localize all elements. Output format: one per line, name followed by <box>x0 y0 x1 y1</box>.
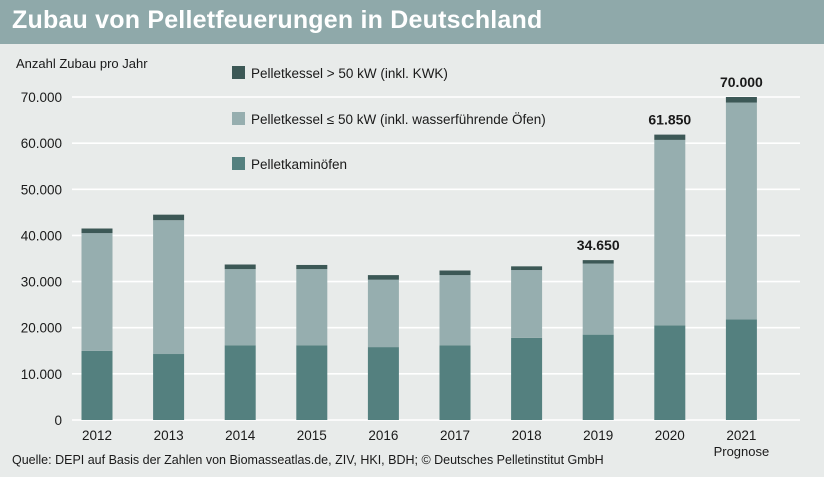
y-tick-label: 20.000 <box>21 321 62 336</box>
bar-segment <box>153 214 185 221</box>
bar-segment <box>81 228 113 234</box>
bar-segment <box>224 264 256 270</box>
bar-segment <box>296 269 328 346</box>
chart-header: Zubau von Pelletfeuerungen in Deutschlan… <box>0 0 824 44</box>
x-tick-label: 2014 <box>225 428 256 443</box>
x-tick-label: 2013 <box>154 428 184 443</box>
bar-segment <box>439 345 471 420</box>
y-tick-label: 30.000 <box>21 275 62 290</box>
bar-segment <box>654 325 686 420</box>
bar-segment <box>367 347 399 420</box>
x-tick-label: 2012 <box>82 428 112 443</box>
legend-label: Pelletkaminöfen <box>251 157 347 172</box>
y-axis-label: Anzahl Zubau pro Jahr <box>16 56 148 71</box>
total-label: 61.850 <box>648 112 691 128</box>
x-tick-label: 2021 <box>726 428 756 443</box>
y-tick-label: 10.000 <box>21 367 62 382</box>
bar-segment <box>654 139 686 326</box>
legend-swatch <box>232 157 245 170</box>
y-tick-label: 40.000 <box>21 228 62 243</box>
legend-swatch <box>232 66 245 79</box>
bar-segment <box>296 264 328 270</box>
bar-segment <box>367 275 399 280</box>
x-tick-label: 2015 <box>297 428 327 443</box>
bar-segment <box>654 134 686 140</box>
legend-swatch <box>232 112 245 125</box>
bar-segment <box>725 319 757 420</box>
legend-label: Pelletkessel > 50 kW (inkl. KWK) <box>251 66 448 81</box>
total-label: 34.650 <box>577 237 620 253</box>
bar-segment <box>153 220 185 355</box>
x-tick-label: 2019 <box>583 428 613 443</box>
bar-segment <box>582 260 614 264</box>
source-note: Quelle: DEPI auf Basis der Zahlen von Bi… <box>12 453 604 467</box>
y-tick-label: 60.000 <box>21 136 62 151</box>
bar-segment <box>296 345 328 420</box>
bar-segment <box>81 350 113 420</box>
bar-segment <box>153 354 185 420</box>
x-tick-label: 2018 <box>512 428 542 443</box>
bar-segment <box>725 102 757 320</box>
y-tick-label: 70.000 <box>21 90 62 105</box>
y-tick-label: 0 <box>54 413 62 428</box>
bar-segment <box>81 233 113 351</box>
total-label: 70.000 <box>720 74 763 90</box>
bar-segment <box>582 334 614 420</box>
x-tick-sublabel: Prognose <box>714 444 770 459</box>
bar-segment <box>224 345 256 420</box>
legend-label: Pelletkessel ≤ 50 kW (inkl. wasserführen… <box>251 112 546 127</box>
bar-segment <box>224 269 256 346</box>
bar-segment <box>367 279 399 348</box>
chart-title: Zubau von Pelletfeuerungen in Deutschlan… <box>12 6 543 34</box>
bar-segment <box>511 270 543 338</box>
x-tick-label: 2020 <box>655 428 685 443</box>
x-tick-label: 2017 <box>440 428 470 443</box>
bar-segment <box>725 97 757 103</box>
bar-segment <box>511 266 543 271</box>
y-tick-label: 50.000 <box>21 182 62 197</box>
bar-segment <box>439 270 471 276</box>
bar-segment <box>439 275 471 346</box>
bar-segment <box>511 337 543 420</box>
x-tick-label: 2016 <box>368 428 398 443</box>
bar-segment <box>582 263 614 335</box>
